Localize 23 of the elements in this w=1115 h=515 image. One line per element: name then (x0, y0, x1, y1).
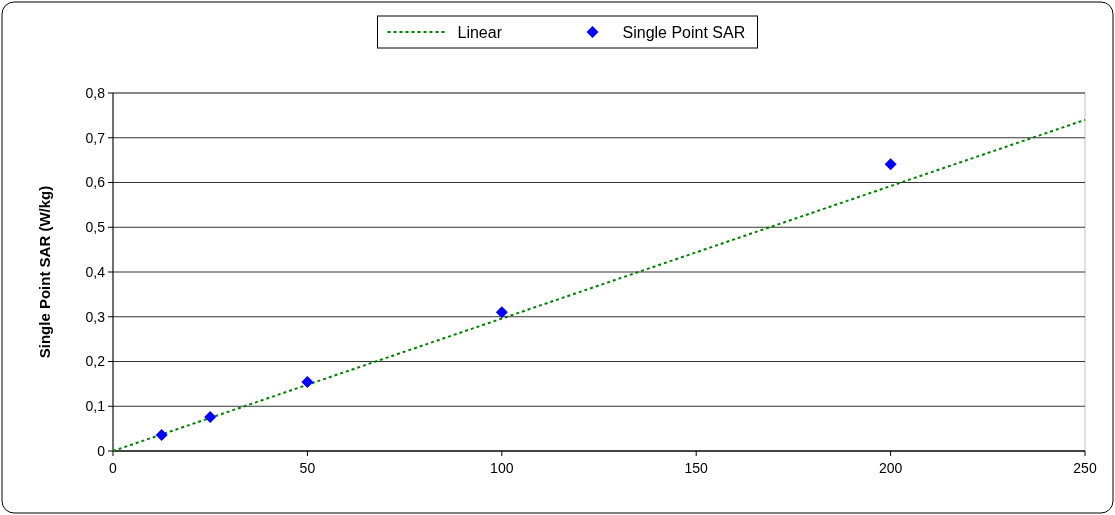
y-tick-label: 0,1 (85, 398, 106, 415)
x-tick-label: 100 (490, 460, 514, 476)
y-axis-title: Single Point SAR (W/kg) (36, 185, 53, 359)
y-tick-label: 0,4 (85, 263, 106, 280)
x-tick-label: 0 (109, 460, 118, 476)
point (495, 306, 508, 319)
point (301, 376, 314, 389)
y-tick-label: 0,3 (85, 308, 106, 325)
x-tick-label: 150 (684, 460, 709, 476)
y-tick-label: 0,6 (85, 174, 106, 191)
point (884, 158, 897, 171)
y-tick-label: 0,7 (85, 129, 106, 146)
point (204, 410, 217, 423)
y-tick-label: 0,8 (85, 84, 106, 101)
x-tick-label: 50 (299, 460, 316, 476)
y-tick-label: 0,5 (85, 219, 106, 236)
point (155, 428, 168, 441)
x-tick-label: 200 (878, 460, 903, 476)
y-tick-label: 0,2 (85, 353, 106, 370)
x-tick-label: 250 (1073, 460, 1097, 476)
legend-label: Single Point SAR (622, 23, 746, 41)
legend-label: Linear (457, 23, 503, 41)
y-tick-label: 0 (97, 442, 106, 459)
